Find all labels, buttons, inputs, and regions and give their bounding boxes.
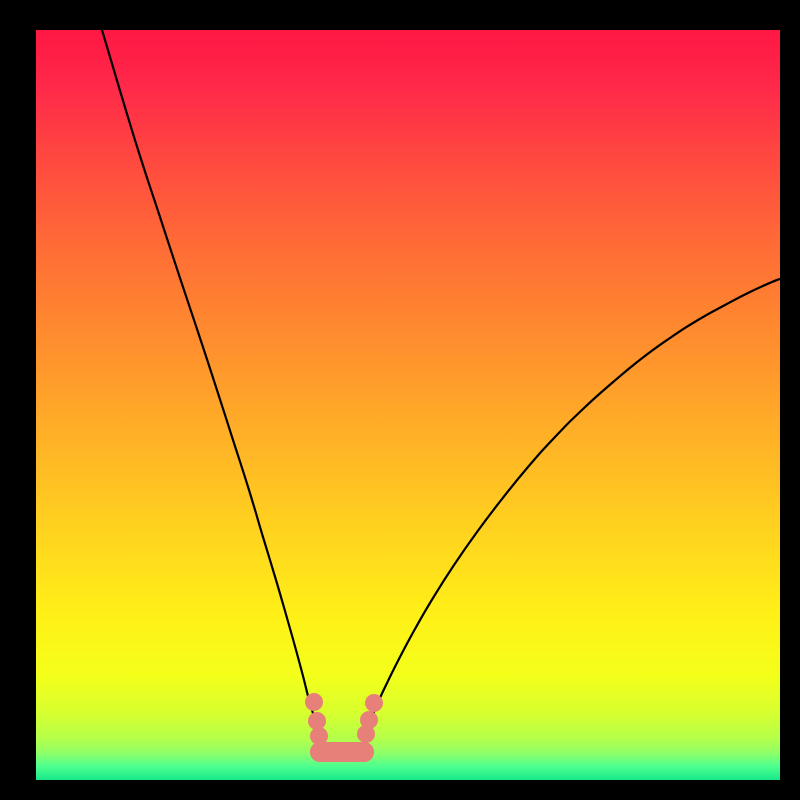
curve-left-branch xyxy=(102,30,320,737)
marker-dot xyxy=(305,693,323,711)
frame-right xyxy=(780,0,800,800)
marker-group xyxy=(305,693,383,762)
curve-svg xyxy=(36,30,780,780)
marker-dot xyxy=(365,694,383,712)
marker-dot xyxy=(354,742,374,762)
marker-dot xyxy=(360,711,378,729)
curve-right-branch xyxy=(364,279,780,737)
frame-left xyxy=(0,0,36,800)
frame-bottom xyxy=(0,780,800,800)
frame-top xyxy=(0,0,800,30)
plot-area xyxy=(36,30,780,780)
